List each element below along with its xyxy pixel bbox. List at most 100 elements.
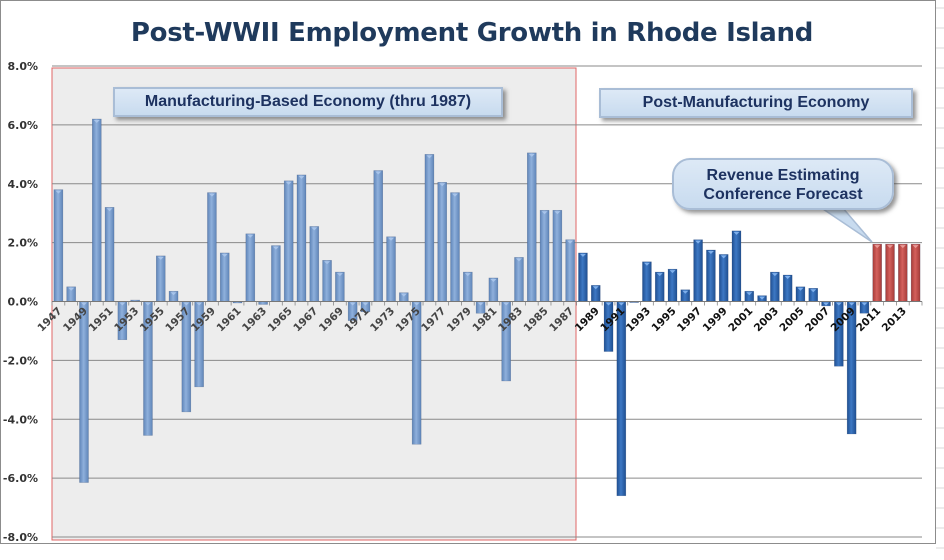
x-tick-label: 2005	[777, 305, 806, 334]
x-tick-label: 1995	[649, 305, 678, 334]
x-tick-label: 2001	[726, 305, 755, 334]
bar-1964	[271, 245, 281, 302]
bar-1972	[373, 170, 383, 302]
bar-cap	[272, 246, 279, 250]
bar-1995	[667, 268, 678, 302]
bar-1967	[309, 226, 320, 302]
bar-1999	[718, 254, 729, 302]
bar-cap	[695, 240, 702, 244]
bar-cap	[388, 237, 395, 241]
forecast-callout-line1: Revenue Estimating	[706, 167, 860, 184]
bar-cap	[452, 193, 459, 197]
x-tick-label: 1999	[701, 305, 730, 334]
y-tick-label: -4.0%	[3, 413, 38, 426]
bar-cap	[413, 302, 420, 306]
bar-cap	[119, 302, 126, 306]
x-tick-label: 1989	[573, 305, 602, 334]
chart-title: Post-WWII Employment Growth in Rhode Isl…	[130, 18, 814, 48]
bar-cap	[311, 227, 318, 231]
bar-cap	[362, 302, 369, 306]
bar-cap	[298, 175, 305, 179]
bar-cap	[490, 278, 497, 282]
bar-cap	[426, 155, 433, 159]
bar-cap	[324, 261, 331, 265]
bar-cap	[861, 302, 868, 306]
bar-1977	[437, 182, 447, 302]
bar-1988	[578, 252, 588, 302]
bar-cap	[93, 119, 100, 123]
x-tick-label: 1993	[624, 305, 653, 334]
bar-cap	[439, 183, 446, 187]
bar-cap	[247, 234, 254, 238]
bar-cap	[810, 289, 817, 293]
bar-1993	[642, 261, 652, 302]
bar-cap	[656, 273, 663, 277]
bar-cap	[771, 273, 778, 277]
bar-cap	[375, 171, 382, 175]
forecast-callout: Revenue Estimating Conference Forecast	[672, 158, 894, 210]
bar-cap	[285, 181, 292, 185]
forecast-callout-line2: Conference Forecast	[703, 186, 863, 203]
bar-cap	[823, 302, 830, 306]
bar-1949	[79, 301, 89, 483]
bar-cap	[400, 293, 407, 297]
bar-cap	[55, 190, 62, 194]
x-tick-label: 2003	[752, 305, 781, 334]
bar-cap	[336, 273, 343, 277]
callout-pointer	[817, 206, 873, 243]
bar-1950	[92, 118, 102, 302]
bar-2011	[872, 243, 882, 302]
bar-2003	[770, 271, 780, 302]
bar-cap	[797, 287, 804, 291]
bar-cap	[157, 256, 164, 260]
bar-cap	[643, 262, 650, 266]
x-tick-label: 2007	[803, 305, 832, 334]
bar-1984	[527, 152, 537, 302]
manufacturing-era-label: Manufacturing-Based Economy (thru 1987)	[113, 87, 503, 117]
spreadsheet-gridlines	[936, 7, 944, 549]
y-tick-label: 2.0%	[7, 237, 38, 250]
bar-1994	[654, 271, 665, 302]
bar-2013	[898, 243, 908, 302]
bar-cap	[80, 302, 87, 306]
bar-1998	[706, 249, 716, 302]
manufacturing-era-region	[51, 67, 577, 541]
bar-1965	[283, 180, 294, 302]
y-tick-label: -6.0%	[3, 472, 38, 485]
bar-cap	[887, 245, 894, 249]
bar-1975	[411, 301, 422, 445]
bar-1978	[450, 192, 460, 302]
bar-1985	[539, 209, 550, 302]
bar-cap	[196, 302, 203, 306]
bar-1969	[335, 271, 345, 302]
bar-1960	[219, 252, 230, 302]
bar-1966	[296, 174, 307, 302]
bar-cap	[912, 245, 919, 249]
x-tick-label: 2013	[880, 305, 909, 334]
bar-cap	[183, 302, 190, 306]
bar-cap	[221, 253, 228, 257]
bar-2014	[910, 243, 921, 302]
bar-cap	[899, 245, 906, 249]
bar-1959	[207, 192, 217, 302]
bar-cap	[144, 302, 151, 306]
bar-cap	[554, 211, 561, 215]
bar-1968	[322, 260, 332, 302]
bar-1979	[463, 271, 473, 302]
bar-cap	[528, 153, 535, 157]
y-tick-label: 0.0%	[7, 296, 38, 309]
post-manufacturing-label: Post-Manufacturing Economy	[599, 88, 913, 118]
bar-cap	[541, 211, 548, 215]
y-tick-label: -2.0%	[3, 354, 38, 367]
bar-cap	[707, 250, 714, 254]
bar-cap	[618, 302, 625, 306]
bar-cap	[592, 286, 599, 290]
bar-1987	[565, 239, 575, 302]
bar-cap	[68, 287, 75, 291]
bar-cap	[746, 292, 753, 296]
bar-cap	[682, 290, 689, 294]
bar-cap	[464, 273, 471, 277]
bar-cap	[733, 231, 740, 235]
bar-cap	[503, 302, 510, 306]
